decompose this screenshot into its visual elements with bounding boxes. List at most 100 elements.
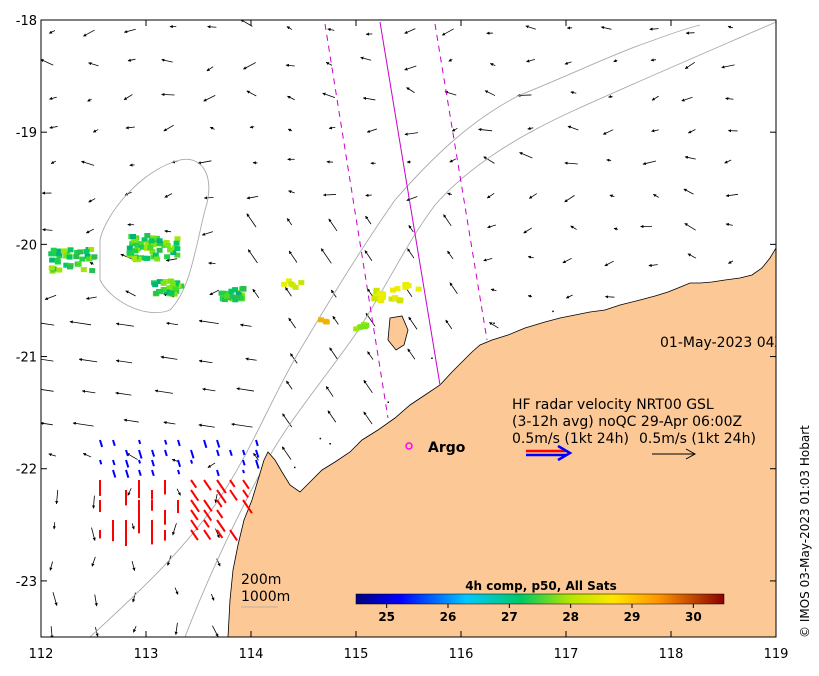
sst-pixel xyxy=(130,234,136,239)
colorbar-tick-label: 30 xyxy=(685,610,702,624)
current-vector xyxy=(132,561,135,571)
current-vector xyxy=(688,254,696,258)
radar-vector xyxy=(204,520,209,527)
current-vector xyxy=(199,361,212,363)
current-vector xyxy=(232,424,253,427)
current-vector xyxy=(365,251,372,261)
current-vector xyxy=(563,258,572,263)
sst-pixel xyxy=(77,249,83,254)
radar-vector xyxy=(139,450,142,459)
current-vector xyxy=(210,290,219,295)
current-vector xyxy=(286,65,295,66)
sst-pixel xyxy=(127,246,133,251)
radar-vector xyxy=(204,440,206,448)
current-vector xyxy=(50,126,58,127)
current-vector xyxy=(173,523,177,535)
current-vector xyxy=(45,295,56,299)
radar-vector xyxy=(256,460,259,469)
current-vector xyxy=(685,62,695,68)
current-vector xyxy=(479,129,493,130)
current-vector xyxy=(53,592,57,605)
sst-pixel xyxy=(403,282,409,287)
radar-vector xyxy=(204,500,212,511)
current-vector xyxy=(165,194,172,198)
current-vector xyxy=(89,199,96,203)
sst-pixel xyxy=(174,241,180,246)
current-vector xyxy=(728,261,733,264)
current-vector xyxy=(282,447,291,460)
radar-vector xyxy=(217,520,225,532)
current-vector xyxy=(116,393,132,395)
current-vector xyxy=(287,218,292,225)
satellite-track xyxy=(325,22,487,418)
current-vector xyxy=(450,283,458,294)
y-tick-label: -18 xyxy=(16,14,37,29)
sst-pixel xyxy=(380,292,386,297)
radar-vector xyxy=(191,450,194,458)
current-vector xyxy=(202,232,213,235)
current-vector xyxy=(364,412,372,424)
sst-pixel xyxy=(157,238,163,243)
current-vector xyxy=(447,193,451,194)
reef-dot xyxy=(431,358,433,360)
current-vector xyxy=(526,59,535,61)
current-vector xyxy=(116,324,134,327)
current-vector xyxy=(124,420,139,422)
current-vector xyxy=(614,228,618,229)
sst-pixel xyxy=(91,254,97,259)
current-vector xyxy=(722,65,735,68)
current-vector xyxy=(524,228,532,233)
legend-line3-left: 0.5m/s (1kt 24h) xyxy=(512,431,629,447)
current-vector xyxy=(82,391,95,393)
current-vector xyxy=(565,195,575,202)
current-vector xyxy=(366,195,372,196)
current-vector xyxy=(446,320,452,329)
current-vector xyxy=(253,289,259,298)
radar-vector xyxy=(139,470,141,476)
current-vector xyxy=(405,66,417,70)
current-vector xyxy=(49,97,56,99)
sst-pixel xyxy=(397,298,403,303)
radar-vector xyxy=(217,440,219,448)
current-vector xyxy=(89,63,99,66)
sst-pixel xyxy=(224,294,230,299)
current-vector xyxy=(204,95,216,101)
current-vector xyxy=(124,29,135,32)
radar-vector xyxy=(178,460,180,467)
sst-pixel xyxy=(416,287,422,292)
current-vector xyxy=(685,223,696,230)
sst-pixel xyxy=(67,264,73,269)
radar-vector xyxy=(139,440,140,444)
sst-pixel xyxy=(371,296,377,301)
radar-vector xyxy=(178,440,180,446)
current-vector xyxy=(162,94,175,95)
current-vector xyxy=(155,391,173,394)
current-vector xyxy=(283,414,292,427)
radar-vector xyxy=(243,460,245,465)
current-vector xyxy=(246,359,257,361)
current-vector xyxy=(601,27,611,29)
current-vector xyxy=(128,59,135,61)
current-vector xyxy=(368,352,374,360)
current-vector xyxy=(603,130,613,135)
x-tick-label: 112 xyxy=(29,647,54,662)
current-vector xyxy=(93,130,98,133)
current-vector xyxy=(366,216,372,224)
current-vector xyxy=(651,60,656,61)
current-vector xyxy=(54,522,55,529)
radar-vector xyxy=(152,470,154,476)
current-vector xyxy=(164,125,174,131)
radar-vector xyxy=(256,440,258,446)
current-vector xyxy=(565,163,578,164)
current-vector xyxy=(207,67,213,71)
current-vector xyxy=(330,348,338,360)
current-vector xyxy=(333,316,339,324)
current-vector xyxy=(490,64,495,66)
credit-text: © IMOS 03-May-2023 01:03 Hobart xyxy=(798,425,812,638)
current-vector xyxy=(90,262,93,264)
sst-satellite-patches xyxy=(48,233,421,331)
current-vector xyxy=(124,94,132,99)
radar-vector xyxy=(152,450,154,457)
x-tick-label: 117 xyxy=(554,647,579,662)
